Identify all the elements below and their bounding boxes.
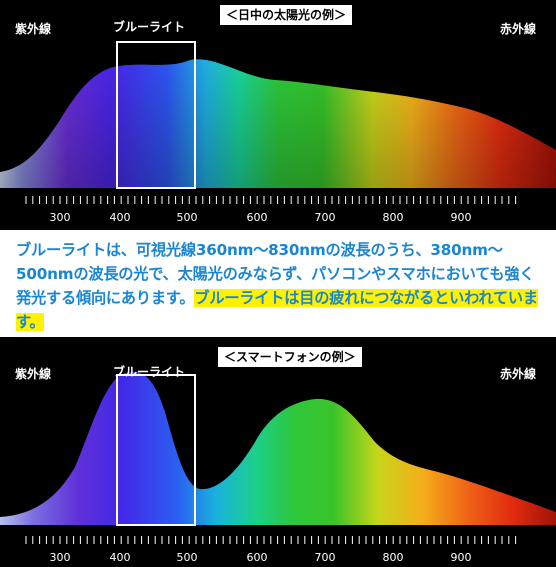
tick-label-800: 800 [382,551,404,564]
tick-label-300: 300 [49,551,71,564]
blue-light-label: ブルーライト [113,20,186,34]
tick-label-900: 900 [450,551,472,564]
smartphone-spectrum-chart [0,371,556,544]
caption-main: ブルーライトは、可視光線360nm～830nmの波長のうち、380nm～500n… [16,241,535,307]
tick-label-700: 700 [314,211,336,224]
blue-light-label: ブルーライト [113,365,186,379]
tick-label-600: 600 [246,211,268,224]
tick-label-300: 300 [49,211,71,224]
ir-label: 赤外線 [500,367,537,381]
tick-label-700: 700 [314,551,336,564]
tick-label-400: 400 [109,211,131,224]
tick-label-500: 500 [176,211,198,224]
ir-label: 赤外線 [500,22,537,36]
uv-label: 紫外線 [15,22,52,36]
tick-label-400: 400 [109,551,131,564]
tick-label-600: 600 [246,551,268,564]
wavelength-ticks [25,196,517,204]
blue-light-range-box [116,374,196,526]
blue-light-range-box [116,41,196,189]
explanation-caption: ブルーライトは、可視光線360nm～830nmの波長のうち、380nm～500n… [0,230,556,337]
chart-title: ＜日中の太陽光の例＞ [220,5,353,25]
wavelength-ticks [25,536,517,544]
smartphone-spectrum-curve [0,371,556,525]
smartphone-spectrum-panel: ＜スマートフォンの例＞ 紫外線 ブルーライト 赤外線 300 400 500 6… [0,337,556,567]
tick-label-900: 900 [450,211,472,224]
caption-text: ブルーライトは、可視光線360nm～830nmの波長のうち、380nm～500n… [16,238,540,334]
uv-label: 紫外線 [15,367,52,381]
tick-label-500: 500 [176,551,198,564]
sunlight-spectrum-chart [0,41,556,204]
chart-title: ＜スマートフォンの例＞ [218,347,362,367]
sunlight-spectrum-panel: ＜日中の太陽光の例＞ 紫外線 ブルーライト 赤外線 300 400 500 60… [0,0,556,230]
tick-label-800: 800 [382,211,404,224]
